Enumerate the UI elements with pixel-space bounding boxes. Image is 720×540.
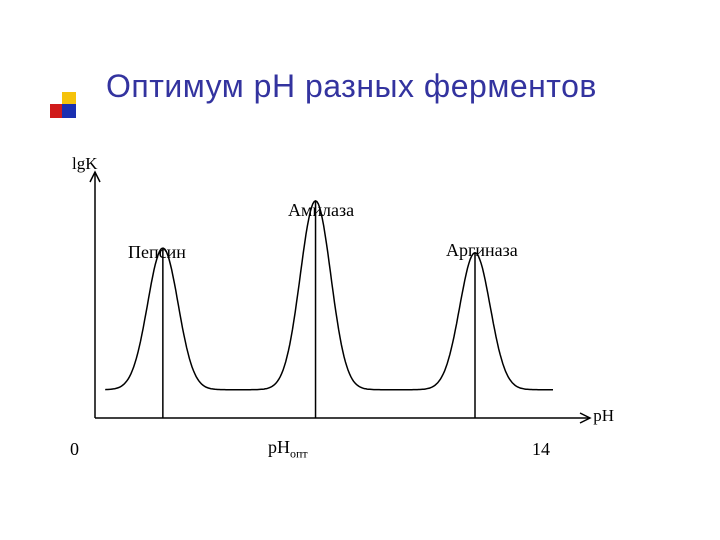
opt-sub: опт <box>290 447 308 461</box>
ph-optimum-chart: lgK pH 0 14 pHопт Пепсин Амилаза Аргиназ… <box>40 150 620 480</box>
opt-text: pH <box>268 437 290 457</box>
peak-label-arginase: Аргиназа <box>446 240 518 261</box>
peak-label-amylase: Амилаза <box>288 200 354 221</box>
y-axis-label: lgK <box>72 154 98 174</box>
x-optimum-label: pHопт <box>268 437 308 462</box>
x-axis-label: pH <box>593 406 614 426</box>
x-tick-0: 0 <box>70 439 79 460</box>
title-bullet-icon <box>50 92 76 118</box>
slide-title-bar: Оптимум рН разных ферментов <box>50 56 670 116</box>
peak-label-pepsin: Пепсин <box>128 242 186 263</box>
x-tick-14: 14 <box>532 439 550 460</box>
slide-title: Оптимум рН разных ферментов <box>106 68 597 105</box>
